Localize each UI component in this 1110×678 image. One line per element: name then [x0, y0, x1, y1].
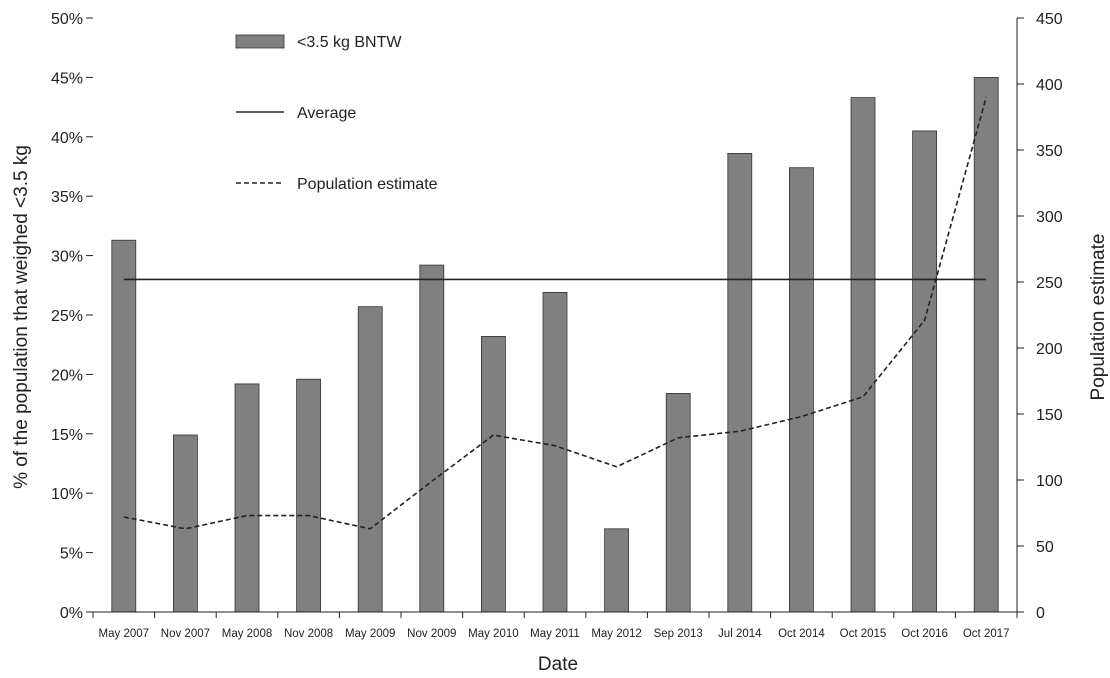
y2-axis-title: Population estimate — [1088, 234, 1109, 401]
y2-tick-label: 100 — [1036, 473, 1063, 490]
y2-tick-label: 400 — [1036, 77, 1063, 94]
y2-tick-label: 200 — [1036, 341, 1063, 358]
x-tick-label: Jul 2014 — [718, 628, 762, 640]
bar-may-2009 — [357, 306, 383, 613]
y-ticks-right: 0 50 100 150 200 250 300 350 400 450 — [1017, 11, 1063, 622]
x-tick-label: May 2009 — [345, 628, 396, 640]
legend: <3.5 kg BNTW Average Population estimate — [235, 34, 438, 193]
bar-may-2007 — [111, 239, 137, 613]
x-tick-label: Nov 2009 — [407, 628, 456, 640]
x-tick-label: Oct 2014 — [778, 628, 825, 640]
x-tick-label: Nov 2008 — [284, 628, 333, 640]
bar-oct-2014 — [789, 167, 814, 613]
bar-may-2012 — [604, 528, 629, 613]
x-tick-label: Sep 2013 — [654, 628, 703, 640]
bar-nov-2007 — [172, 434, 198, 613]
legend-label-population: Population estimate — [297, 176, 438, 193]
bar-sep-2013 — [665, 392, 691, 613]
x-tick-label: May 2010 — [468, 628, 519, 640]
y-tick-label: 45% — [51, 70, 83, 87]
y2-tick-label: 450 — [1036, 11, 1063, 28]
y2-tick-label: 50 — [1036, 539, 1054, 556]
y-tick-label: 0% — [60, 605, 83, 622]
y2-tick-label: 300 — [1036, 209, 1063, 226]
y2-tick-label: 250 — [1036, 275, 1063, 292]
y-ticks-left: 0% 5% 10% 15% 20% 25% 30% 35% 40% 45% 50% — [51, 11, 93, 622]
bar-oct-2016 — [912, 130, 937, 613]
population-estimate-line — [123, 96, 987, 530]
y-tick-label: 25% — [51, 308, 83, 325]
x-tick-label: May 2012 — [591, 628, 642, 640]
bar-jul-2014 — [727, 152, 753, 613]
y-tick-label: 30% — [51, 249, 83, 266]
bar-may-2010 — [480, 335, 506, 613]
bar-may-2008 — [234, 383, 260, 613]
y-axis-title: % of the population that weighed <3.5 kg — [11, 145, 32, 489]
axes-layer — [93, 18, 1018, 613]
bar-oct-2015 — [850, 97, 876, 613]
y-tick-label: 35% — [51, 189, 83, 206]
legend-swatch-bntw — [235, 34, 285, 49]
y-tick-label: 50% — [51, 11, 83, 28]
x-tick-label: May 2008 — [222, 628, 273, 640]
x-ticks: May 2007 Nov 2007 May 2008 Nov 2008 May 2009… — [92, 612, 1018, 640]
x-tick-label: Nov 2007 — [161, 628, 210, 640]
lines-layer — [123, 96, 987, 530]
x-tick-label: Oct 2016 — [901, 628, 948, 640]
y-tick-label: 40% — [51, 130, 83, 147]
y-tick-label: 20% — [51, 367, 83, 384]
bars-layer — [111, 77, 999, 613]
y-tick-label: 15% — [51, 427, 83, 444]
y-tick-label: 10% — [51, 486, 83, 503]
y2-tick-label: 0 — [1036, 605, 1045, 622]
x-tick-label: May 2011 — [530, 628, 580, 640]
bar-nov-2009 — [419, 264, 445, 613]
bar-nov-2008 — [296, 378, 322, 613]
x-tick-label: May 2007 — [99, 628, 150, 640]
legend-label-bntw: <3.5 kg BNTW — [297, 34, 402, 51]
y-tick-label: 5% — [60, 546, 83, 563]
x-tick-label: Oct 2017 — [963, 628, 1010, 640]
y2-tick-label: 350 — [1036, 143, 1063, 160]
bar-oct-2017 — [973, 77, 999, 613]
y2-tick-label: 150 — [1036, 407, 1063, 424]
legend-label-average: Average — [297, 105, 356, 122]
bar-may-2011 — [542, 291, 568, 613]
x-axis-title: Date — [538, 654, 578, 675]
x-tick-label: Oct 2015 — [840, 628, 887, 640]
